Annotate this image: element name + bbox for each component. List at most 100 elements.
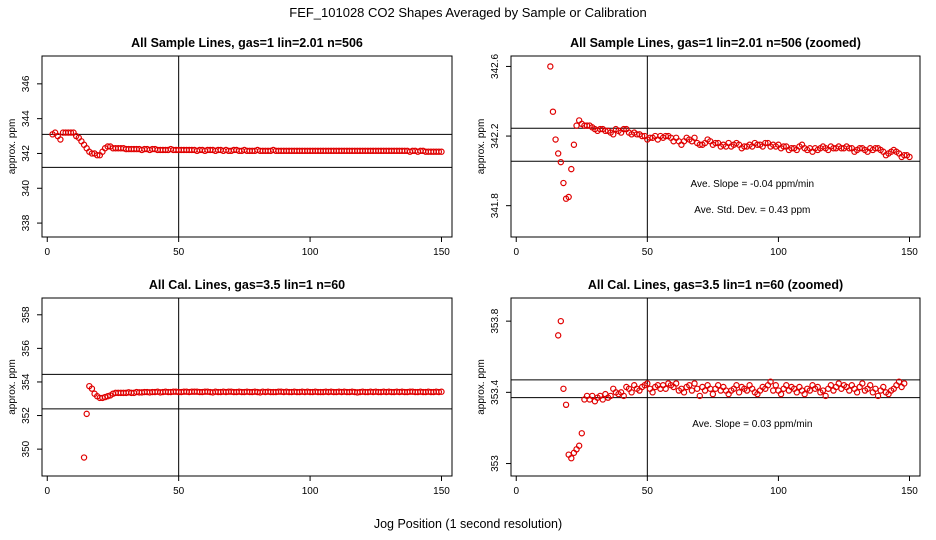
plot-frame [510, 55, 921, 238]
data-point [767, 378, 774, 385]
y-axis-label: approx. ppm [476, 359, 487, 415]
data-point [735, 389, 743, 396]
x-tick-label: 50 [173, 247, 185, 258]
y-axis-label: approx. ppm [7, 119, 18, 175]
y-tick-label: 340 [21, 179, 32, 196]
data-point [866, 382, 874, 389]
data-point [644, 380, 651, 387]
data-point [67, 129, 75, 136]
chart-panel-2: All Sample Lines, gas=1 lin=2.01 n=506 (… [476, 36, 921, 258]
data-point [573, 122, 580, 129]
x-tick-label: 50 [642, 486, 654, 497]
y-tick-label: 342.2 [490, 123, 501, 148]
y-tick-label: 353.4 [490, 379, 501, 404]
y-tick-label: 344 [21, 110, 32, 127]
data-point [575, 442, 583, 449]
data-point [568, 165, 575, 173]
x-tick-label: 0 [513, 247, 519, 258]
x-tick-label: 150 [433, 247, 450, 258]
data-point [570, 141, 578, 148]
y-axis-label: approx. ppm [7, 359, 18, 415]
chart-panel-4: All Cal. Lines, gas=3.5 lin=1 n=60 (zoom… [476, 278, 921, 497]
data-point [780, 143, 787, 150]
y-tick-label: 352 [21, 407, 32, 424]
data-point [638, 132, 646, 140]
data-point [769, 387, 777, 394]
data-point [906, 153, 913, 161]
data-point [578, 430, 585, 437]
chart-panel-3: All Cal. Lines, gas=3.5 lin=1 n=60 0 50 100… [7, 278, 453, 497]
x-tick-label: 50 [173, 486, 185, 497]
data-point [846, 145, 853, 152]
x-tick-label: 100 [770, 247, 787, 258]
data-point [772, 382, 780, 389]
y-tick-label: 342 [21, 145, 32, 162]
data-point [814, 383, 821, 391]
data-point [712, 139, 719, 147]
data-point [822, 392, 829, 400]
annotation-text: Ave. Slope = 0.03 ppm/min [692, 419, 812, 430]
data-point [901, 380, 908, 387]
data-point [709, 390, 717, 398]
data-point [688, 387, 696, 394]
data-point [552, 136, 559, 143]
data-point [620, 392, 627, 400]
x-tick-label: 50 [642, 247, 654, 258]
data-point [649, 389, 656, 396]
x-tick-label: 100 [302, 247, 319, 258]
data-point [693, 385, 701, 392]
x-tick-label: 100 [302, 486, 319, 497]
panel-title: All Cal. Lines, gas=3.5 lin=1 n=60 [149, 278, 345, 292]
y-tick-label: 358 [21, 306, 32, 323]
y-tick-label: 341.8 [490, 193, 501, 218]
data-point [568, 455, 575, 462]
panel-title: All Cal. Lines, gas=3.5 lin=1 n=60 (zoom… [588, 278, 843, 292]
data-point [557, 317, 565, 325]
figure-title: FEF_101028 CO2 Shapes Averaged by Sample… [289, 5, 647, 20]
y-tick-label: 356 [21, 340, 32, 357]
x-tick-label: 150 [433, 486, 450, 497]
data-point [554, 332, 562, 339]
x-tick-label: 0 [44, 486, 50, 497]
data-point [547, 63, 554, 70]
data-point [777, 390, 785, 398]
panel-title: All Sample Lines, gas=1 lin=2.01 n=506 [131, 36, 363, 50]
y-tick-label: 354 [21, 373, 32, 390]
panel-title: All Sample Lines, gas=1 lin=2.01 n=506 (… [570, 36, 861, 50]
x-tick-label: 150 [901, 486, 918, 497]
data-point [696, 392, 703, 400]
data-point [859, 380, 866, 387]
data-point [80, 454, 88, 461]
x-axis-label: Jog Position (1 second resolution) [373, 517, 563, 531]
y-tick-label: 338 [21, 214, 32, 231]
data-point [83, 410, 90, 418]
data-point [874, 392, 882, 400]
plot-frame [41, 55, 453, 238]
data-point [554, 150, 562, 157]
data-point [691, 134, 698, 141]
data-point [88, 385, 96, 392]
data-point [562, 401, 570, 408]
data-point [560, 179, 567, 187]
annotation-text: Ave. Std. Dev. = 0.43 ppm [694, 205, 810, 216]
data-point [435, 388, 443, 396]
y-axis-label: approx. ppm [476, 119, 487, 175]
data-point [438, 388, 445, 395]
y-tick-label: 350 [21, 440, 32, 457]
data-point [435, 148, 443, 155]
data-point [557, 158, 565, 166]
y-tick-label: 353 [490, 455, 501, 472]
data-point [662, 385, 669, 392]
x-tick-label: 0 [44, 247, 50, 258]
data-point [880, 383, 887, 391]
y-tick-label: 353.8 [490, 308, 501, 333]
data-point [762, 139, 769, 147]
data-point [93, 152, 101, 159]
annotation-text: Ave. Slope = -0.04 ppm/min [691, 179, 815, 190]
data-point [565, 193, 572, 201]
data-point [680, 389, 688, 396]
x-tick-label: 0 [513, 486, 519, 497]
data-point [57, 136, 64, 143]
data-point [691, 380, 698, 387]
